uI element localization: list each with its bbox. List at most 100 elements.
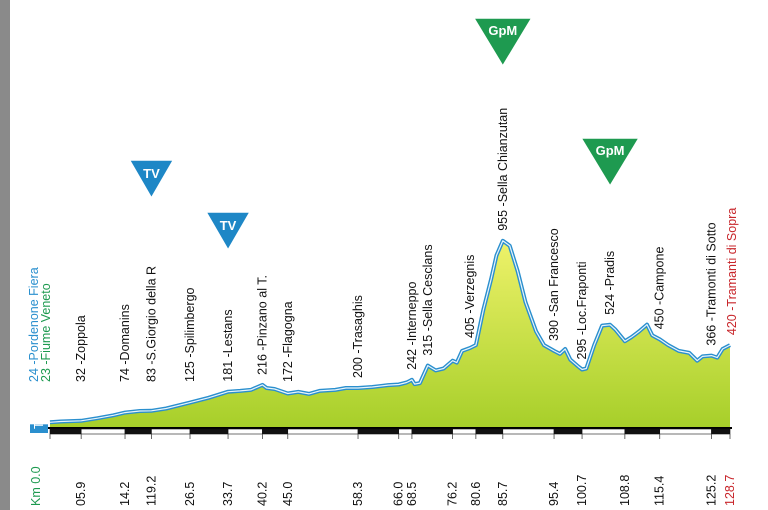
- km-tick-text: 58.3: [351, 482, 365, 506]
- km-segment: [49, 428, 82, 435]
- km-tick-text: 100.7: [575, 475, 589, 506]
- locality-text: 405 -Verzegnis: [463, 255, 477, 338]
- locality-label: 24 -Pordenone Fiera: [27, 267, 41, 382]
- locality-label: 200 -Trasaghis: [351, 295, 365, 378]
- km-tick-text: 45.0: [281, 482, 295, 506]
- km-segment: [411, 428, 453, 435]
- locality-text: 200 -Trasaghis: [351, 295, 365, 378]
- locality-text: 295 -Loc.Fraponti: [575, 262, 589, 360]
- km-tick-text: 14.2: [118, 482, 132, 506]
- locality-text: 172 -Flagogna: [281, 301, 295, 382]
- locality-label: 216 -Pinzano al T.: [255, 275, 269, 375]
- km-tick-text: 33.7: [221, 482, 235, 506]
- locality-label: 295 -Loc.Fraponti: [575, 262, 589, 360]
- km-tick-label: 26.5: [183, 482, 197, 506]
- km-tick-label: 05.9: [74, 482, 88, 506]
- km-segment: [502, 428, 555, 435]
- km-tick-label: 95.4: [547, 482, 561, 506]
- locality-text: 315 -Sella Cesclans: [421, 244, 435, 355]
- tv-badge: TV: [204, 211, 252, 252]
- locality-text: 390 -San Francesco: [547, 228, 561, 341]
- km-tick-label: 45.0: [281, 482, 295, 506]
- km-segment: [452, 428, 477, 435]
- locality-text: 23 -Fiume Veneto: [39, 283, 53, 382]
- km-tick-text: 68.5: [405, 482, 419, 506]
- km-tick-label: 58.3: [351, 482, 365, 506]
- km-tick-text: 80.6: [469, 482, 483, 506]
- left-edge-bar: [0, 0, 10, 510]
- locality-label: 74 -Domanins: [118, 304, 132, 382]
- badge-triangle: [472, 17, 534, 68]
- km-tick-label: 85.7: [496, 482, 510, 506]
- locality-text: 366 -Tramonti di Sotto: [705, 222, 719, 345]
- km-tick-label: 80.6: [469, 482, 483, 506]
- locality-label: 315 -Sella Cesclans: [421, 244, 435, 355]
- km-tick-text: 76.2: [446, 482, 460, 506]
- km-tick-label: 40.2: [255, 482, 269, 506]
- km-segment: [80, 428, 126, 435]
- locality-text: 955 -Sella Chianzutan: [496, 108, 510, 231]
- km-segment: [581, 428, 626, 435]
- km-tick-text: 95.4: [547, 482, 561, 506]
- locality-label: 23 -Fiume Veneto: [39, 283, 53, 382]
- locality-label: 125 -Spilimbergo: [183, 287, 197, 382]
- km-tick-text: 66.0: [392, 482, 406, 506]
- km-tick-label: 100.7: [575, 475, 589, 506]
- km-tick-label: 125.2: [705, 475, 719, 506]
- locality-label: 366 -Tramonti di Sotto: [705, 222, 719, 345]
- km-tick-text: 26.5: [183, 482, 197, 506]
- locality-label: 83 -S.Giorgio della R: [144, 266, 158, 382]
- km-tick-text: 119.2: [144, 476, 158, 506]
- km-segment: [711, 428, 731, 435]
- km-tick-label: 68.5: [405, 482, 419, 506]
- gpm-badge: GpM: [472, 17, 534, 68]
- locality-label: 181 -Lestans: [221, 309, 235, 381]
- km-tick-label: 128.7: [723, 475, 737, 506]
- km-tick-text: Km 0.0: [29, 466, 43, 506]
- km-tick-label: 119.2: [144, 476, 158, 506]
- badge-triangle: [128, 159, 175, 200]
- axis-baseline: [48, 427, 732, 429]
- km-segment: [151, 428, 191, 435]
- locality-label: 242 -Interneppo: [405, 281, 419, 369]
- badge-text: GpM: [488, 23, 517, 38]
- km-tick-text: 108.8: [618, 475, 632, 506]
- transfer-box: [30, 424, 48, 433]
- km-segment: [624, 428, 661, 435]
- km-tick-label: 76.2: [446, 482, 460, 506]
- locality-text: 524 -Pradis: [603, 251, 617, 315]
- badge-text: TV: [220, 218, 237, 233]
- locality-label: 524 -Pradis: [603, 251, 617, 315]
- km-tick-label: Km 0.0: [29, 466, 43, 506]
- locality-label: 955 -Sella Chianzutan: [496, 108, 510, 231]
- km-tick-label: 66.0: [392, 482, 406, 506]
- gpm-badge: GpM: [579, 137, 641, 188]
- km-tick-text: 40.2: [255, 482, 269, 506]
- locality-text: 32 -Zoppola: [74, 315, 88, 382]
- tv-badge: TV: [128, 159, 175, 200]
- locality-text: 216 -Pinzano al T.: [255, 275, 269, 375]
- km-tick-text: 125.2: [705, 475, 719, 506]
- km-tick-label: 33.7: [221, 482, 235, 506]
- locality-label: 172 -Flagogna: [281, 301, 295, 382]
- km-tick-text: 05.9: [74, 482, 88, 506]
- km-segment: [475, 428, 504, 435]
- km-segment: [262, 428, 289, 435]
- km-segment: [124, 428, 152, 435]
- badge-text: TV: [143, 166, 160, 181]
- km-tick-label: 115.4: [653, 476, 667, 506]
- km-tick-label: 14.2: [118, 482, 132, 506]
- elevation-outline-highlight: [49, 240, 731, 423]
- km-segment: [659, 428, 712, 435]
- locality-label: 420 -Tramanti di Sopra: [725, 208, 739, 335]
- locality-text: 24 -Pordenone Fiera: [27, 267, 41, 382]
- locality-label: 390 -San Francesco: [547, 228, 561, 341]
- km-tick-label: 108.8: [618, 475, 632, 506]
- locality-text: 74 -Domanins: [118, 304, 132, 382]
- locality-label: 450 -Campone: [653, 247, 667, 330]
- km-segment: [398, 428, 413, 435]
- badge-triangle: [204, 211, 252, 252]
- km-tick-text: 115.4: [653, 476, 667, 506]
